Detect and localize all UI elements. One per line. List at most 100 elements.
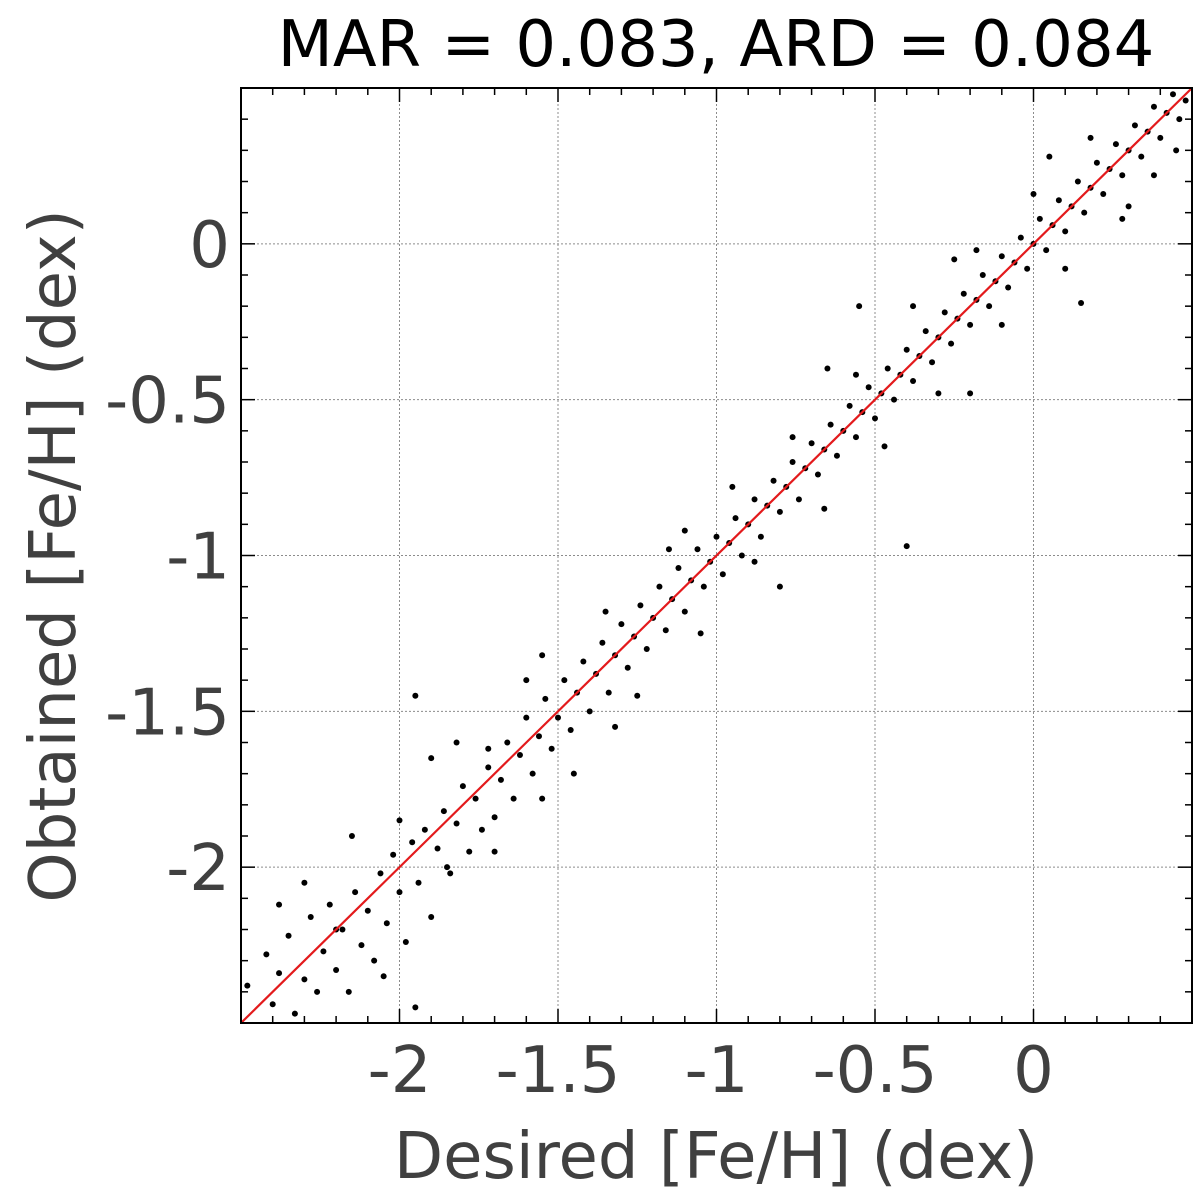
data-point-0-96 xyxy=(865,384,872,391)
data-point-0-44 xyxy=(535,733,542,740)
data-point-0-192 xyxy=(967,390,974,397)
data-point-0-149 xyxy=(380,973,387,980)
data-point-0-144 xyxy=(1169,91,1176,98)
data-point-0-109 xyxy=(948,340,955,347)
data-point-0-162 xyxy=(789,434,796,441)
data-point-0-97 xyxy=(872,415,878,422)
data-point-0-32 xyxy=(459,783,466,790)
data-point-0-17 xyxy=(364,907,371,914)
data-point-0-177 xyxy=(1078,300,1085,307)
data-point-0-16 xyxy=(358,942,365,949)
data-point-0-7 xyxy=(301,976,308,983)
data-point-0-118 xyxy=(1005,284,1012,291)
data-point-0-159 xyxy=(697,630,704,637)
data-point-0-48 xyxy=(561,677,568,684)
data-point-0-153 xyxy=(491,848,498,855)
data-point-0-15 xyxy=(352,889,359,896)
data-point-0-188 xyxy=(1046,153,1053,160)
data-point-0-163 xyxy=(821,505,828,512)
data-point-0-108 xyxy=(941,309,948,316)
data-point-0-154 xyxy=(539,652,546,659)
data-point-0-175 xyxy=(1173,147,1180,154)
x-tick-label-3: -0.5 xyxy=(813,1034,938,1108)
data-point-0-123 xyxy=(1036,215,1043,222)
data-point-0-37 xyxy=(491,814,498,821)
data-point-0-64 xyxy=(662,627,669,634)
data-point-0-156 xyxy=(602,608,609,615)
data-point-0-102 xyxy=(903,346,910,353)
data-point-0-82 xyxy=(776,508,783,515)
y-tick-label-4: 0 xyxy=(189,209,230,283)
data-point-0-174 xyxy=(1150,172,1157,179)
data-point-0-189 xyxy=(1125,203,1132,210)
data-point-0-63 xyxy=(656,583,663,590)
data-point-0-130 xyxy=(1081,209,1088,216)
data-point-0-11 xyxy=(326,901,333,908)
data-point-0-187 xyxy=(951,256,958,263)
data-point-0-30 xyxy=(447,870,454,877)
y-tick-label-0: -2 xyxy=(166,832,230,906)
data-point-0-27 xyxy=(428,914,435,921)
x-tick-labels: -2 -1.5 -1 -0.5 0 xyxy=(368,1034,1054,1108)
data-point-0-171 xyxy=(1062,265,1069,272)
data-point-0-161 xyxy=(751,558,758,565)
data-point-0-165 xyxy=(881,443,888,450)
data-point-0-12 xyxy=(333,967,340,974)
data-point-0-8 xyxy=(307,914,314,921)
data-point-0-46 xyxy=(548,745,555,752)
chart-title: MAR = 0.083, ARD = 0.084 xyxy=(278,8,1155,82)
x-tick-label-2: -1 xyxy=(685,1034,749,1108)
data-point-0-43 xyxy=(529,770,536,777)
data-point-0-58 xyxy=(624,664,631,671)
data-point-0-21 xyxy=(390,851,397,858)
data-point-0-151 xyxy=(428,755,435,762)
y-tick-label-2: -1 xyxy=(166,521,230,595)
axis-ticks xyxy=(240,87,1193,1024)
data-point-0-42 xyxy=(523,714,530,721)
data-point-0-93 xyxy=(846,402,853,409)
data-point-0-10 xyxy=(320,948,327,955)
data-point-0-23 xyxy=(402,938,409,945)
data-point-0-49 xyxy=(567,727,574,734)
x-tick-label-4: 0 xyxy=(1013,1034,1054,1108)
data-point-0-111 xyxy=(960,290,967,297)
data-point-0-182 xyxy=(612,723,619,730)
y-axis-label: Obtained [Fe/H] (dex) xyxy=(17,209,91,902)
data-point-0-88 xyxy=(814,471,821,478)
data-point-0-54 xyxy=(599,639,606,646)
data-point-0-67 xyxy=(681,608,688,615)
data-point-0-25 xyxy=(415,879,422,886)
data-point-0-160 xyxy=(729,483,736,490)
data-point-0-147 xyxy=(301,879,308,886)
data-point-0-75 xyxy=(732,515,739,522)
data-point-0-157 xyxy=(634,692,641,699)
data-point-0-33 xyxy=(466,848,473,855)
data-point-0-181 xyxy=(539,795,546,802)
data-point-0-87 xyxy=(808,440,815,447)
data-point-0-126 xyxy=(1055,197,1062,204)
data-point-0-66 xyxy=(675,564,682,571)
data-point-0-52 xyxy=(586,708,593,715)
data-point-0-184 xyxy=(276,901,283,908)
data-point-0-183 xyxy=(444,864,451,871)
data-point-0-35 xyxy=(478,826,485,833)
data-point-0-146 xyxy=(1182,97,1189,104)
data-point-0-117 xyxy=(998,253,1005,260)
data-point-0-155 xyxy=(570,770,577,777)
data-point-0-3 xyxy=(269,1001,276,1008)
data-point-0-60 xyxy=(637,602,644,609)
data-point-0-90 xyxy=(827,421,834,428)
data-point-0-112 xyxy=(967,321,974,328)
data-point-0-129 xyxy=(1074,178,1081,185)
x-tick-label-0: -2 xyxy=(368,1034,432,1108)
data-point-0-4 xyxy=(276,970,283,977)
data-point-0-100 xyxy=(891,396,898,403)
data-point-0-114 xyxy=(979,272,986,278)
data-point-0-106 xyxy=(929,359,936,366)
data-point-0-179 xyxy=(412,692,419,699)
data-point-0-18 xyxy=(371,957,378,964)
data-point-0-176 xyxy=(903,543,910,550)
data-point-0-150 xyxy=(412,1004,419,1011)
data-point-0-85 xyxy=(795,496,802,503)
data-point-0-173 xyxy=(1119,215,1126,222)
